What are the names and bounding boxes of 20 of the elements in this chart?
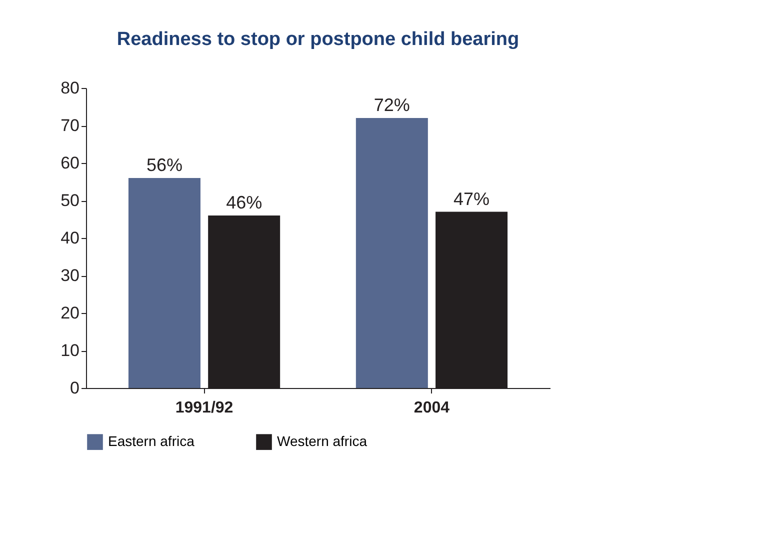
- y-tick-label: 50: [60, 191, 80, 210]
- bar: [356, 118, 428, 388]
- data-label: 56%: [146, 155, 182, 175]
- y-tick-label: 10: [60, 341, 80, 360]
- bar: [128, 178, 200, 388]
- y-tick-label: 0: [70, 378, 80, 398]
- y-tick-label: 70: [60, 116, 80, 135]
- chart-title: Readiness to stop or postpone child bearing: [116, 29, 520, 50]
- y-tick-label: 30: [60, 266, 80, 285]
- y-tick-label: 80: [60, 78, 80, 98]
- y-tick-label: 40: [60, 228, 80, 248]
- data-label: 72%: [374, 95, 410, 115]
- data-label: 47%: [454, 188, 490, 209]
- x-tick-label: 2004: [414, 400, 450, 416]
- data-label: 46%: [226, 192, 262, 212]
- y-tick-label: 20: [60, 304, 80, 322]
- x-tick-label: 1991/92: [175, 400, 234, 416]
- legend-label: Western africa: [277, 433, 368, 450]
- legend-label: Eastern africa: [108, 433, 195, 450]
- y-tick-label: 60: [60, 154, 80, 172]
